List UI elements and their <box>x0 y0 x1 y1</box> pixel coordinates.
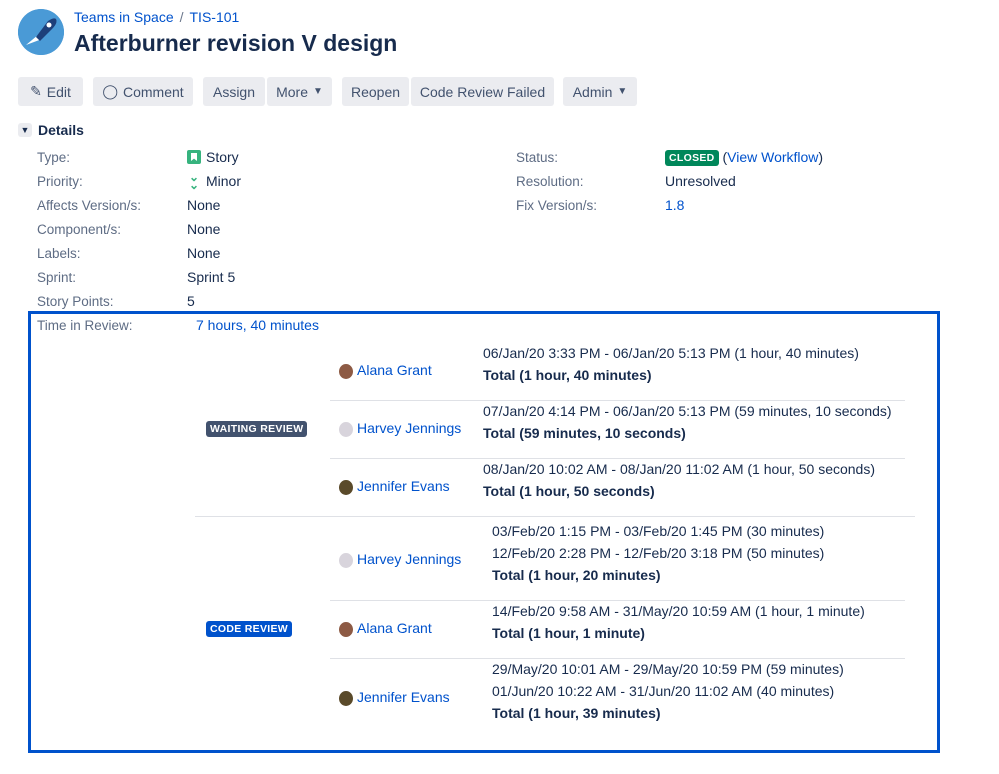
review-interval: 14/Feb/20 9:58 AM - 31/May/20 10:59 AM (… <box>492 603 865 619</box>
field-label: Priority: <box>37 174 83 189</box>
breadcrumb-issue-link[interactable]: TIS-101 <box>189 9 240 25</box>
field-value-text: 5 <box>187 293 195 309</box>
resolution-label: Resolution: <box>516 174 584 189</box>
details-heading: Details <box>38 122 84 138</box>
user-avatar <box>339 691 353 706</box>
field-value: None <box>187 221 220 237</box>
breadcrumb: Teams in Space / TIS-101 <box>74 9 239 25</box>
status-lozenge: WAITING REVIEW <box>206 421 308 437</box>
review-total: Total (1 hour, 39 minutes) <box>492 705 661 721</box>
field-value: None <box>187 245 220 261</box>
assign-button[interactable]: Assign <box>203 77 265 106</box>
field-label: Sprint: <box>37 270 77 285</box>
field-value: Sprint 5 <box>187 269 235 285</box>
field-value: 5 <box>187 293 195 309</box>
user-link[interactable]: Harvey Jennings <box>357 551 462 567</box>
reopen-button[interactable]: Reopen <box>342 77 409 106</box>
row-divider <box>330 600 905 601</box>
edit-label: Edit <box>46 83 71 100</box>
pencil-icon: ✎ <box>30 83 42 99</box>
field-value: Story <box>187 149 239 165</box>
user-link[interactable]: Alana Grant <box>357 362 432 378</box>
page-title: Afterburner revision V design <box>74 30 398 56</box>
field-value-text: Minor <box>206 173 242 189</box>
review-interval: 03/Feb/20 1:15 PM - 03/Feb/20 1:45 PM (3… <box>492 523 825 539</box>
code-review-failed-button[interactable]: Code Review Failed <box>411 77 554 106</box>
status-value: CLOSED (View Workflow) <box>665 149 823 166</box>
row-divider <box>330 458 905 459</box>
user-link[interactable]: Alana Grant <box>357 620 432 636</box>
status-label: Status: <box>516 150 559 165</box>
comment-label: Comment <box>122 83 184 100</box>
user-link[interactable]: Jennifer Evans <box>357 478 450 494</box>
more-label: More <box>276 83 308 100</box>
field-value-text: None <box>187 245 221 261</box>
review-total: Total (1 hour, 50 seconds) <box>483 483 655 499</box>
field-value-text: None <box>187 197 221 213</box>
field-value: ⌄ ⌄ Minor <box>187 170 242 192</box>
field-label: Labels: <box>37 246 81 261</box>
user-avatar <box>339 553 353 568</box>
resolution-value: Unresolved <box>665 173 736 189</box>
admin-label: Admin <box>572 83 613 100</box>
field-value: None <box>187 197 220 213</box>
priority-minor-icon: ⌄ ⌄ <box>188 170 200 192</box>
user-link[interactable]: Jennifer Evans <box>357 689 450 705</box>
row-divider <box>330 658 905 659</box>
edit-button[interactable]: ✎ Edit <box>18 77 83 106</box>
fix-version-link[interactable]: 1.8 <box>665 197 685 213</box>
breadcrumb-separator: / <box>179 9 184 25</box>
more-button[interactable]: More ▼ <box>267 77 332 106</box>
review-total: Total (59 minutes, 10 seconds) <box>483 425 686 441</box>
time-in-review-label: Time in Review: <box>37 318 133 333</box>
user-avatar <box>339 480 353 495</box>
user-avatar <box>339 364 353 379</box>
review-interval: 29/May/20 10:01 AM - 29/May/20 10:59 PM … <box>492 661 844 677</box>
field-label: Component/s: <box>37 222 122 237</box>
review-total: Total (1 hour, 40 minutes) <box>483 367 652 383</box>
comment-icon: ◯ <box>102 83 118 99</box>
view-workflow-link[interactable]: View Workflow <box>727 149 819 165</box>
field-label: Story Points: <box>37 294 114 309</box>
story-icon <box>187 150 201 164</box>
review-interval: 07/Jan/20 4:14 PM - 06/Jan/20 5:13 PM (5… <box>483 403 892 419</box>
field-value-text: Sprint 5 <box>187 269 236 285</box>
chevron-down-icon: ▼ <box>313 86 323 97</box>
project-avatar-rocket-icon[interactable] <box>18 9 64 55</box>
status-lozenge: CODE REVIEW <box>206 621 292 637</box>
review-interval: 08/Jan/20 10:02 AM - 08/Jan/20 11:02 AM … <box>483 461 875 477</box>
row-divider <box>330 400 905 401</box>
user-link[interactable]: Harvey Jennings <box>357 420 462 436</box>
group-divider <box>195 516 915 517</box>
time-in-review-total[interactable]: 7 hours, 40 minutes <box>196 317 319 333</box>
review-interval: 01/Jun/20 10:22 AM - 31/Jun/20 11:02 AM … <box>492 683 835 699</box>
user-avatar <box>339 422 353 437</box>
field-label: Affects Version/s: <box>37 198 142 213</box>
field-label: Type: <box>37 150 71 165</box>
review-total: Total (1 hour, 1 minute) <box>492 625 645 641</box>
status-badge: CLOSED <box>665 150 719 166</box>
time-in-review-highlight <box>28 311 940 753</box>
review-total: Total (1 hour, 20 minutes) <box>492 567 661 583</box>
fix-version-label: Fix Version/s: <box>516 198 598 213</box>
comment-button[interactable]: ◯ Comment <box>93 77 193 106</box>
details-collapse-toggle[interactable]: ▼ <box>18 123 32 137</box>
review-interval: 06/Jan/20 3:33 PM - 06/Jan/20 5:13 PM (1… <box>483 345 859 361</box>
review-interval: 12/Feb/20 2:28 PM - 12/Feb/20 3:18 PM (5… <box>492 545 825 561</box>
user-avatar <box>339 622 353 637</box>
admin-button[interactable]: Admin ▼ <box>563 77 637 106</box>
chevron-down-icon: ▼ <box>617 86 628 97</box>
field-value-text: None <box>187 221 221 237</box>
field-value-text: Story <box>206 149 239 165</box>
breadcrumb-project-link[interactable]: Teams in Space <box>74 9 174 25</box>
